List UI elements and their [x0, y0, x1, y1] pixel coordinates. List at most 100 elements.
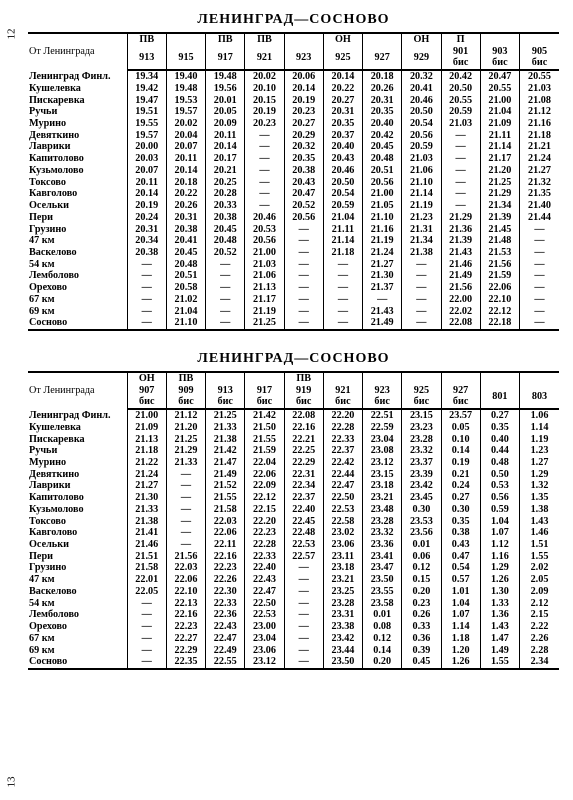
time-cell: —	[284, 306, 323, 318]
time-cell: 22.47	[245, 586, 284, 598]
train-number: 907бис	[127, 385, 166, 409]
time-cell: 21.04	[480, 106, 519, 118]
train-number: 905бис	[519, 46, 559, 70]
time-cell: 21.23	[402, 212, 441, 224]
time-cell: —	[441, 188, 480, 200]
time-cell: —	[402, 259, 441, 271]
time-cell: 23.50	[363, 574, 402, 586]
time-cell: 0.20	[363, 656, 402, 669]
time-cell: —	[284, 609, 323, 621]
time-cell: 21.49	[363, 317, 402, 330]
time-cell: 20.11	[206, 130, 245, 142]
time-cell: 21.43	[363, 306, 402, 318]
time-cell: 21.14	[323, 235, 362, 247]
time-cell: 22.18	[480, 317, 519, 330]
time-cell: 21.46	[127, 539, 166, 551]
time-cell: 0.23	[402, 598, 441, 610]
time-cell: 22.55	[206, 656, 245, 669]
time-cell: 22.33	[323, 434, 362, 446]
station-name: Осельки	[28, 539, 127, 551]
train-number: 909бис	[166, 385, 205, 409]
time-cell: 0.54	[441, 562, 480, 574]
train-type	[519, 372, 559, 385]
time-cell: 0.35	[480, 422, 519, 434]
time-cell: —	[284, 235, 323, 247]
time-cell: 20.38	[206, 212, 245, 224]
time-cell: 19.56	[206, 83, 245, 95]
time-cell: 20.59	[402, 141, 441, 153]
train-number: 913бис	[206, 385, 245, 409]
time-cell: 22.11	[206, 539, 245, 551]
time-cell: 20.56	[363, 177, 402, 189]
time-cell: 0.15	[402, 574, 441, 586]
time-cell: —	[166, 504, 205, 516]
time-cell: —	[519, 247, 559, 259]
train-type	[519, 33, 559, 46]
time-cell: 23.41	[363, 551, 402, 563]
time-cell: 20.15	[245, 95, 284, 107]
station-name: Лаврики	[28, 480, 127, 492]
time-cell: 20.07	[166, 141, 205, 153]
time-cell: 21.43	[441, 247, 480, 259]
time-cell: —	[402, 294, 441, 306]
time-cell: 20.38	[284, 165, 323, 177]
time-cell: 21.06	[245, 270, 284, 282]
station-name: Сосново	[28, 656, 127, 669]
time-cell: 23.02	[323, 527, 362, 539]
time-cell: 22.21	[284, 434, 323, 446]
time-cell: 20.23	[284, 106, 323, 118]
time-cell: —	[206, 294, 245, 306]
route-title-2: ЛЕНИНГРАД—СОСНОВО	[28, 351, 559, 367]
time-cell: 22.40	[284, 504, 323, 516]
time-cell: 22.31	[284, 469, 323, 481]
time-cell: —	[166, 516, 205, 528]
time-cell: 21.10	[402, 177, 441, 189]
time-cell: 1.29	[480, 562, 519, 574]
time-cell: 0.45	[402, 656, 441, 669]
time-cell: 20.46	[323, 165, 362, 177]
train-number: 903бис	[480, 46, 519, 70]
station-name: Пискаревка	[28, 434, 127, 446]
time-cell: 20.05	[206, 106, 245, 118]
train-type: ПВ	[166, 372, 205, 385]
time-cell: 20.53	[245, 224, 284, 236]
time-cell: —	[245, 188, 284, 200]
time-cell: 22.05	[127, 586, 166, 598]
station-name: Кузьмолово	[28, 504, 127, 516]
time-cell: 1.55	[480, 656, 519, 669]
time-cell: 22.44	[323, 469, 362, 481]
time-cell: 21.17	[245, 294, 284, 306]
time-cell: 23.23	[402, 422, 441, 434]
time-cell: 21.45	[480, 224, 519, 236]
time-cell: 21.33	[166, 457, 205, 469]
time-cell: —	[441, 177, 480, 189]
time-cell: 0.19	[441, 457, 480, 469]
train-type: ПВ	[206, 33, 245, 46]
time-cell: 23.47	[363, 562, 402, 574]
time-cell: 21.33	[127, 504, 166, 516]
time-cell: 1.23	[519, 445, 559, 457]
time-cell: 23.36	[363, 539, 402, 551]
train-type: ПВ	[284, 372, 323, 385]
time-cell: —	[127, 656, 166, 669]
time-cell: 0.01	[402, 539, 441, 551]
time-cell: 0.27	[441, 492, 480, 504]
time-cell: 20.19	[284, 95, 323, 107]
time-cell: 21.11	[480, 130, 519, 142]
time-cell: 2.02	[519, 562, 559, 574]
station-name: Капитолово	[28, 492, 127, 504]
station-name: Орехово	[28, 282, 127, 294]
time-cell: 2.15	[519, 609, 559, 621]
time-cell: —	[284, 282, 323, 294]
time-cell: 21.31	[402, 224, 441, 236]
station-name: Васкелово	[28, 586, 127, 598]
time-cell: 22.34	[284, 480, 323, 492]
time-cell: 21.40	[519, 200, 559, 212]
time-cell: —	[127, 282, 166, 294]
time-cell: —	[127, 633, 166, 645]
time-cell: 22.13	[166, 598, 205, 610]
time-cell: 20.54	[402, 118, 441, 130]
time-cell: 20.51	[363, 165, 402, 177]
time-cell: 22.43	[245, 574, 284, 586]
time-cell: 0.53	[480, 480, 519, 492]
